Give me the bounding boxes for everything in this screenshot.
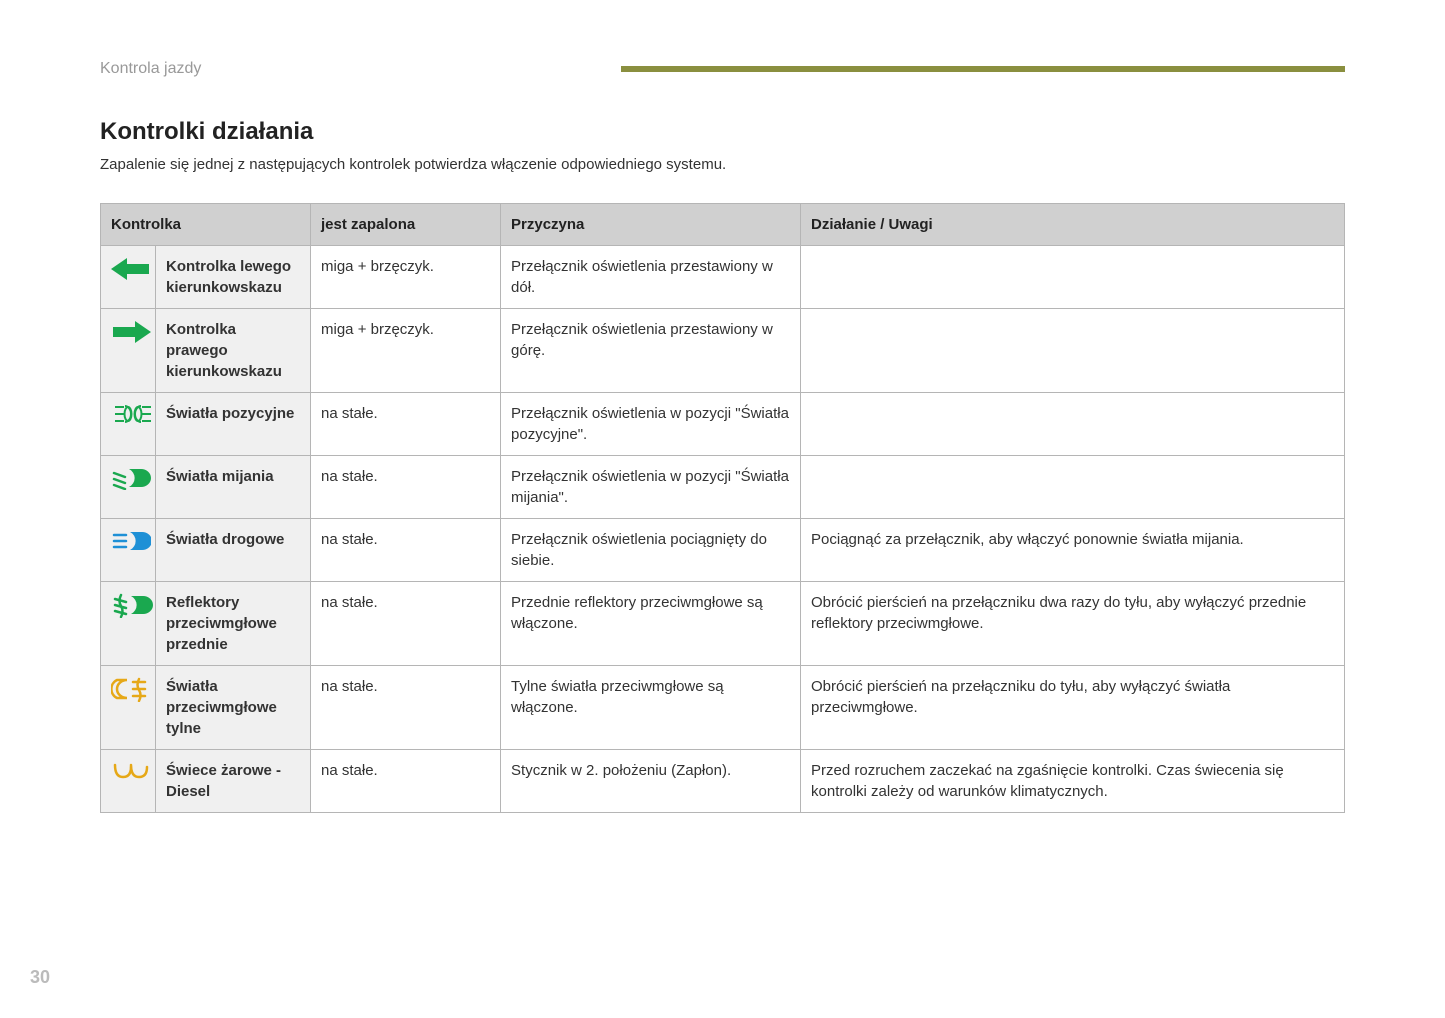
table-header-row: Kontrolka jest zapalona Przyczyna Działa… [101,204,1345,246]
header-accent-bar [621,66,1345,72]
indicator-cause: Przełącznik oświetlenia przestawiony w d… [501,246,801,309]
indicator-name: Reflektory przeciwmgłowe przednie [156,582,311,666]
high-beam-icon [101,519,156,582]
table-row: Światła pozycyjne na stałe. Przełącznik … [101,393,1345,456]
glow-plug-icon [101,750,156,813]
table-row: Reflektory przeciwmgłowe przednie na sta… [101,582,1345,666]
indicator-cause: Przełącznik oświetlenia w pozycji "Świat… [501,456,801,519]
rear-fog-icon [101,666,156,750]
indicator-action [801,309,1345,393]
indicator-cause: Przednie reflektory przeciwmgłowe są włą… [501,582,801,666]
indicator-action: Obrócić pierścień na przełączniku dwa ra… [801,582,1345,666]
table-row: Światła drogowe na stałe. Przełącznik oś… [101,519,1345,582]
sidelights-icon [101,393,156,456]
table-row: Świece żarowe - Diesel na stałe. Styczni… [101,750,1345,813]
indicator-state: na stałe. [311,750,501,813]
indicator-action [801,246,1345,309]
indicator-action: Przed rozruchem zaczekać na zgaśnięcie k… [801,750,1345,813]
table-row: Kontrolka lewego kierunkowskazu miga + b… [101,246,1345,309]
indicator-name: Kontrolka lewego kierunkowskazu [156,246,311,309]
th-indicator: Kontrolka [101,204,311,246]
indicator-state: na stałe. [311,666,501,750]
indicator-action: Obrócić pierścień na przełączniku do tył… [801,666,1345,750]
table-row: Kontrolka prawego kierunkowskazu miga + … [101,309,1345,393]
indicator-state: miga + brzęczyk. [311,309,501,393]
indicator-action: Pociągnąć za przełącznik, aby włączyć po… [801,519,1345,582]
th-cause: Przyczyna [501,204,801,246]
indicator-name: Świece żarowe - Diesel [156,750,311,813]
table-row: Światła mijania na stałe. Przełącznik oś… [101,456,1345,519]
indicator-state: na stałe. [311,393,501,456]
page-title: Kontrolki działania [100,118,1345,146]
indicator-cause: Tylne światła przeciwmgłowe są włączone. [501,666,801,750]
indicators-table: Kontrolka jest zapalona Przyczyna Działa… [100,203,1345,813]
indicator-state: na stałe. [311,519,501,582]
indicator-cause: Przełącznik oświetlenia w pozycji "Świat… [501,393,801,456]
arrow-left-icon [101,246,156,309]
section-label: Kontrola jazdy [100,60,201,78]
indicator-name: Światła pozycyjne [156,393,311,456]
indicator-name: Kontrolka prawego kierunkowskazu [156,309,311,393]
indicator-state: na stałe. [311,582,501,666]
th-state: jest zapalona [311,204,501,246]
page-header: Kontrola jazdy [100,60,1345,78]
th-action: Działanie / Uwagi [801,204,1345,246]
intro-text: Zapalenie się jednej z następujących kon… [100,156,1345,173]
indicator-state: miga + brzęczyk. [311,246,501,309]
indicator-name: Światła mijania [156,456,311,519]
indicator-action [801,456,1345,519]
table-row: Światła przeciwmgłowe tylne na stałe. Ty… [101,666,1345,750]
indicator-name: Światła drogowe [156,519,311,582]
indicator-state: na stałe. [311,456,501,519]
page-number: 30 [30,967,50,988]
indicator-cause: Stycznik w 2. położeniu (Zapłon). [501,750,801,813]
arrow-right-icon [101,309,156,393]
indicator-action [801,393,1345,456]
low-beam-icon [101,456,156,519]
front-fog-icon [101,582,156,666]
indicator-cause: Przełącznik oświetlenia pociągnięty do s… [501,519,801,582]
indicator-cause: Przełącznik oświetlenia przestawiony w g… [501,309,801,393]
indicator-name: Światła przeciwmgłowe tylne [156,666,311,750]
